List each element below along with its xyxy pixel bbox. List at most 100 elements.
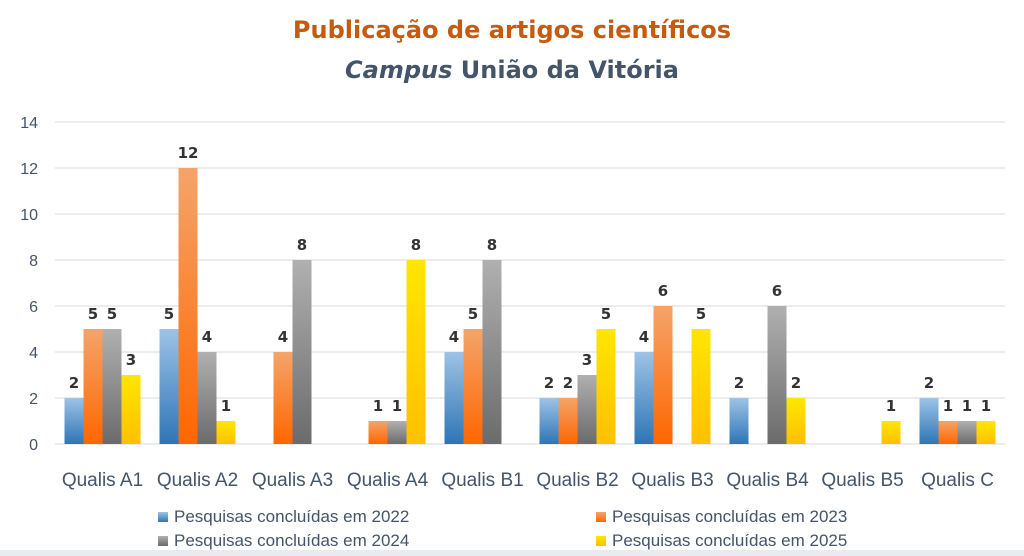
bar	[957, 421, 977, 444]
data-label: 5	[601, 305, 611, 323]
bar	[273, 352, 293, 444]
bar	[216, 421, 236, 444]
bar	[767, 306, 787, 444]
bar	[881, 421, 901, 444]
bar	[938, 421, 958, 444]
legend-swatch	[158, 536, 168, 546]
y-tick-label: 0	[29, 437, 38, 454]
data-label: 2	[544, 374, 554, 392]
legend-item: Pesquisas concluídas em 2024	[158, 531, 409, 551]
data-label: 5	[468, 305, 478, 323]
bar	[634, 352, 654, 444]
bar	[197, 352, 217, 444]
bottom-border	[0, 550, 1024, 556]
bar	[482, 260, 502, 444]
chart-subtitle: Campus União da Vitória	[0, 56, 1024, 84]
x-tick-label: Qualis C	[921, 470, 994, 491]
data-label: 2	[791, 374, 801, 392]
y-tick-label: 6	[29, 299, 38, 316]
bar	[729, 398, 749, 444]
y-tick-label: 14	[20, 115, 38, 132]
data-label: 2	[563, 374, 573, 392]
data-label: 5	[107, 305, 117, 323]
legend-swatch	[596, 536, 606, 546]
data-label: 6	[658, 282, 668, 300]
bar	[919, 398, 939, 444]
legend-swatch	[158, 512, 168, 522]
legend-item: Pesquisas concluídas em 2023	[596, 507, 847, 527]
data-label: 5	[164, 305, 174, 323]
legend-item: Pesquisas concluídas em 2022	[158, 507, 409, 527]
legend-swatch	[596, 512, 606, 522]
legend-label: Pesquisas concluídas em 2022	[174, 507, 410, 526]
chart-subtitle-italic: Campus	[345, 56, 453, 84]
bar	[539, 398, 559, 444]
bar	[786, 398, 806, 444]
bar	[691, 329, 711, 444]
data-label: 3	[582, 351, 592, 369]
data-label: 2	[734, 374, 744, 392]
data-label: 4	[639, 328, 649, 346]
bar	[577, 375, 597, 444]
bar	[292, 260, 312, 444]
data-label: 4	[202, 328, 212, 346]
bar	[83, 329, 103, 444]
data-label: 1	[373, 397, 383, 415]
data-label: 1	[886, 397, 896, 415]
bar	[368, 421, 388, 444]
y-tick-label: 12	[20, 161, 38, 178]
data-label: 8	[297, 236, 307, 254]
x-tick-label: Qualis A4	[347, 470, 429, 491]
data-label: 4	[449, 328, 459, 346]
y-tick-label: 2	[29, 391, 38, 408]
x-axis-ticks: Qualis A1 Qualis A2 Qualis A3 Qualis A4 Qual…	[62, 470, 994, 491]
legend-label: Pesquisas concluídas em 2024	[174, 531, 410, 550]
bar	[558, 398, 578, 444]
bar	[178, 168, 198, 444]
x-tick-label: Qualis B3	[631, 470, 713, 491]
data-label: 1	[981, 397, 991, 415]
data-label: 4	[278, 328, 288, 346]
x-tick-label: Qualis B1	[441, 470, 523, 491]
data-label: 3	[126, 351, 136, 369]
data-label: 1	[943, 397, 953, 415]
chart-subtitle-rest: União da Vitória	[452, 56, 679, 84]
y-tick-label: 8	[29, 253, 38, 270]
bar	[976, 421, 996, 444]
data-label: 6	[772, 282, 782, 300]
data-label: 5	[88, 305, 98, 323]
legend-label: Pesquisas concluídas em 2023	[612, 507, 848, 526]
x-tick-label: Qualis A2	[157, 470, 238, 491]
bar	[64, 398, 84, 444]
y-tick-label: 4	[29, 345, 38, 362]
x-tick-label: Qualis A1	[62, 470, 143, 491]
bar	[444, 352, 464, 444]
data-label: 2	[924, 374, 934, 392]
x-tick-label: Qualis B2	[536, 470, 618, 491]
bar	[102, 329, 122, 444]
legend-item: Pesquisas concluídas em 2025	[596, 531, 847, 551]
y-tick-label: 10	[20, 207, 38, 224]
legend-label: Pesquisas concluídas em 2025	[612, 531, 848, 550]
bar	[596, 329, 616, 444]
bar	[121, 375, 141, 444]
chart-title: Publicação de artigos científicos	[292, 16, 732, 44]
data-label: 1	[392, 397, 402, 415]
x-tick-label: Qualis B5	[821, 470, 903, 491]
data-label: 8	[487, 236, 497, 254]
bars	[64, 168, 996, 444]
bar	[463, 329, 483, 444]
y-axis-ticks: 0 2 4 6 8 10 12 14	[20, 115, 38, 454]
x-tick-label: Qualis B4	[726, 470, 809, 491]
data-label: 2	[69, 374, 79, 392]
data-label: 1	[962, 397, 972, 415]
bar	[387, 421, 407, 444]
data-label: 5	[696, 305, 706, 323]
bar	[653, 306, 673, 444]
data-label: 1	[221, 397, 231, 415]
data-label: 12	[178, 144, 199, 162]
x-tick-label: Qualis A3	[252, 470, 333, 491]
bar	[406, 260, 426, 444]
